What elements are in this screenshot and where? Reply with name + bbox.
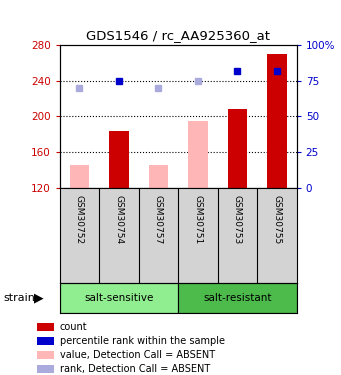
Bar xyxy=(70,165,89,188)
Bar xyxy=(267,54,287,188)
Bar xyxy=(37,337,54,345)
Bar xyxy=(37,323,54,332)
Text: GSM30751: GSM30751 xyxy=(193,195,203,244)
Text: ▶: ▶ xyxy=(34,292,44,304)
Text: salt-sensitive: salt-sensitive xyxy=(84,293,153,303)
Title: GDS1546 / rc_AA925360_at: GDS1546 / rc_AA925360_at xyxy=(86,30,270,42)
Text: GSM30757: GSM30757 xyxy=(154,195,163,244)
Text: value, Detection Call = ABSENT: value, Detection Call = ABSENT xyxy=(60,350,215,360)
Bar xyxy=(149,165,168,188)
Bar xyxy=(37,351,54,359)
Text: GSM30754: GSM30754 xyxy=(115,195,123,244)
Text: salt-resistant: salt-resistant xyxy=(203,293,272,303)
Text: rank, Detection Call = ABSENT: rank, Detection Call = ABSENT xyxy=(60,364,210,374)
Text: GSM30753: GSM30753 xyxy=(233,195,242,244)
Bar xyxy=(60,283,178,313)
Text: count: count xyxy=(60,322,87,332)
Bar xyxy=(227,109,247,188)
Bar xyxy=(178,283,297,313)
Text: percentile rank within the sample: percentile rank within the sample xyxy=(60,336,225,346)
Text: strain: strain xyxy=(3,293,35,303)
Bar xyxy=(188,121,208,188)
Bar xyxy=(109,131,129,188)
Bar xyxy=(37,365,54,373)
Text: GSM30752: GSM30752 xyxy=(75,195,84,244)
Text: GSM30755: GSM30755 xyxy=(272,195,281,244)
